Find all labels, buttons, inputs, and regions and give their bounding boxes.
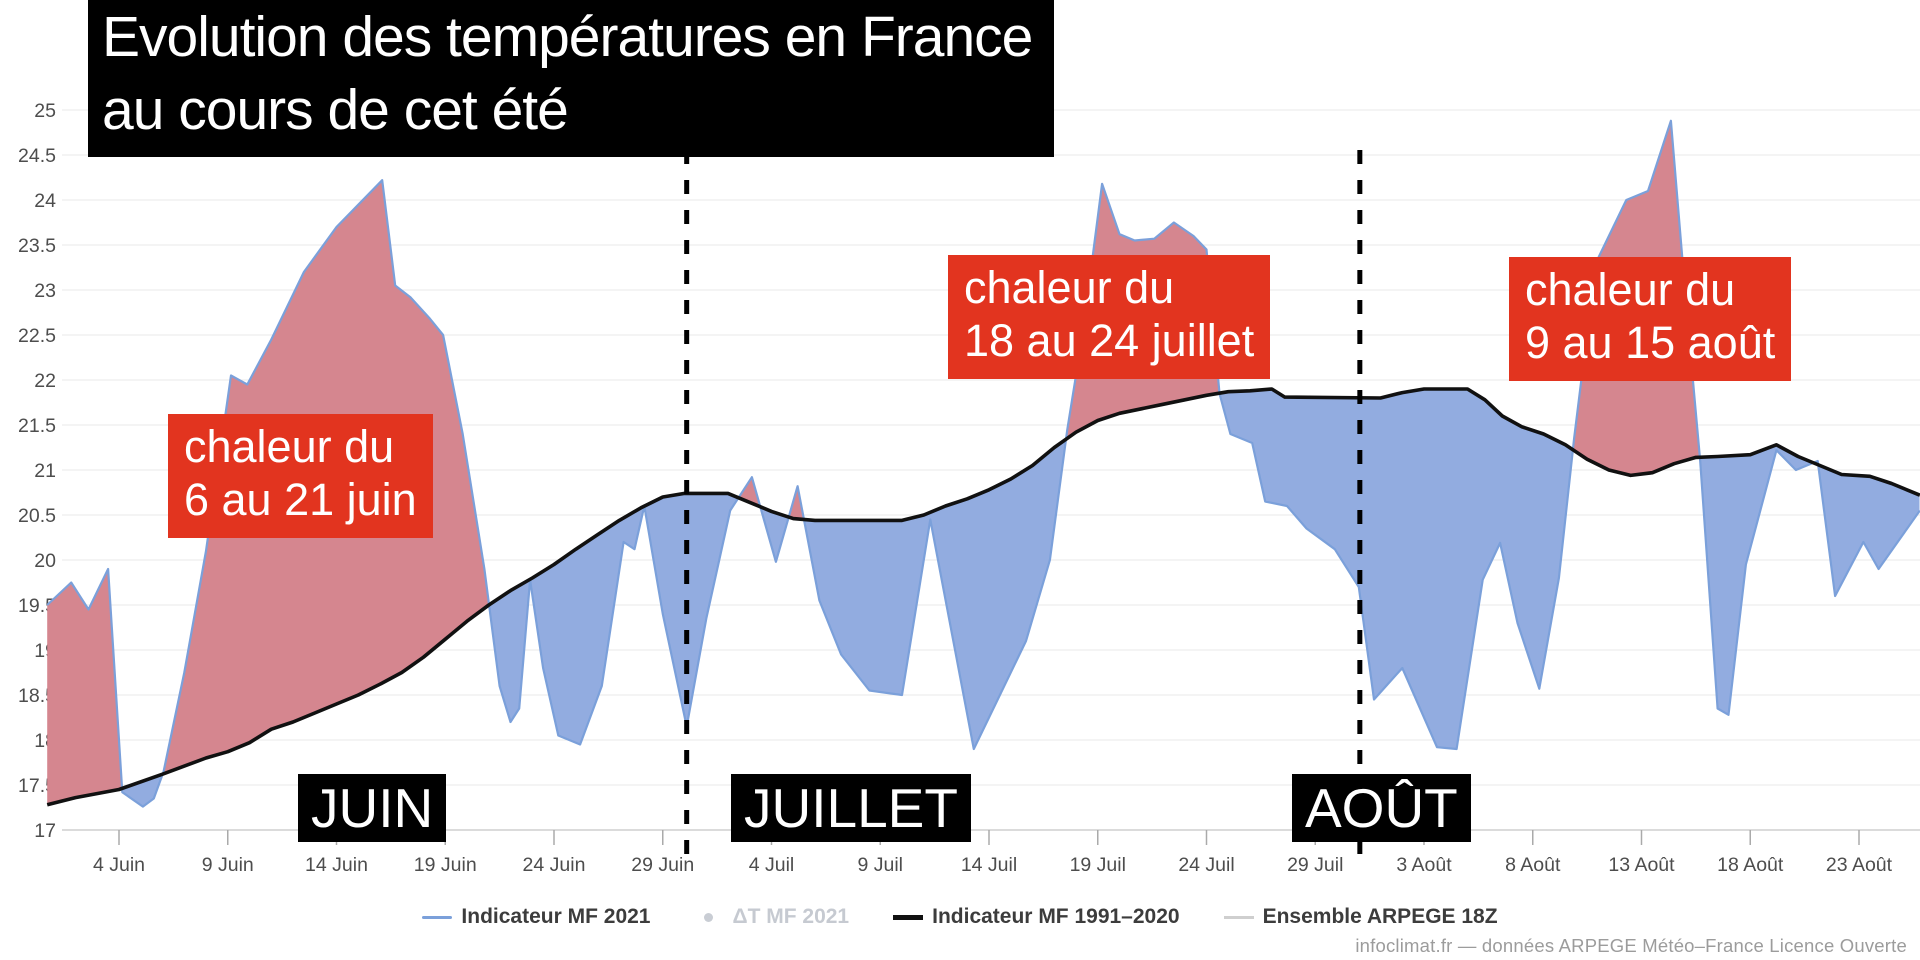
svg-text:25: 25 bbox=[34, 100, 56, 122]
svg-text:17: 17 bbox=[34, 820, 56, 842]
svg-text:23 Août: 23 Août bbox=[1826, 854, 1893, 876]
svg-text:14 Juin: 14 Juin bbox=[305, 854, 368, 876]
svg-text:3 Août: 3 Août bbox=[1396, 854, 1452, 876]
svg-text:18 Août: 18 Août bbox=[1717, 854, 1784, 876]
annotation-heat-august: chaleur du 9 au 15 août bbox=[1509, 257, 1792, 382]
svg-text:19 Juin: 19 Juin bbox=[414, 854, 477, 876]
svg-text:19.5: 19.5 bbox=[18, 595, 56, 617]
gray-line-icon bbox=[1223, 915, 1254, 919]
annotation-line: 9 au 15 août bbox=[1525, 316, 1776, 368]
svg-text:24 Juin: 24 Juin bbox=[523, 854, 586, 876]
svg-text:24 Juil: 24 Juil bbox=[1178, 854, 1234, 876]
annotation-line: 18 au 24 juillet bbox=[964, 314, 1255, 366]
legend-item-indicateur-mf-2021[interactable]: Indicateur MF 2021 bbox=[422, 905, 650, 929]
legend-label: Indicateur MF 2021 bbox=[461, 905, 651, 928]
legend-label: Indicateur MF 1991–2020 bbox=[932, 905, 1180, 928]
legend: Indicateur MF 2021 ΔT MF 2021 Indicateur… bbox=[0, 905, 1920, 929]
svg-text:22.5: 22.5 bbox=[18, 325, 56, 347]
svg-text:29 Juil: 29 Juil bbox=[1287, 854, 1343, 876]
svg-text:21.5: 21.5 bbox=[18, 415, 56, 437]
svg-text:9 Juil: 9 Juil bbox=[857, 854, 903, 876]
blue-line-icon bbox=[422, 915, 453, 919]
svg-text:23: 23 bbox=[34, 280, 56, 302]
svg-text:19 Juil: 19 Juil bbox=[1070, 854, 1126, 876]
svg-text:29 Juin: 29 Juin bbox=[631, 854, 694, 876]
annotation-heat-june: chaleur du 6 au 21 juin bbox=[168, 414, 433, 539]
month-label-aout: AOÛT bbox=[1292, 774, 1471, 842]
legend-item-ensemble-arpege-18z[interactable]: Ensemble ARPEGE 18Z bbox=[1223, 905, 1498, 929]
svg-text:20.5: 20.5 bbox=[18, 505, 56, 527]
svg-text:21: 21 bbox=[34, 460, 56, 482]
svg-text:14 Juil: 14 Juil bbox=[961, 854, 1017, 876]
source-credit: infoclimat.fr — données ARPEGE Météo–Fra… bbox=[1355, 935, 1907, 956]
svg-text:9 Juin: 9 Juin bbox=[202, 854, 254, 876]
svg-text:4 Juil: 4 Juil bbox=[749, 854, 795, 876]
svg-text:4 Juin: 4 Juin bbox=[93, 854, 145, 876]
svg-text:17.5: 17.5 bbox=[18, 775, 56, 797]
svg-text:24.5: 24.5 bbox=[18, 145, 56, 167]
month-label-juillet: JUILLET bbox=[731, 774, 971, 842]
annotation-line: chaleur du bbox=[1525, 264, 1736, 315]
black-line-icon bbox=[893, 914, 924, 920]
chart-title: Evolution des températures en France au … bbox=[88, 0, 1055, 157]
legend-label: ΔT MF 2021 bbox=[732, 905, 850, 928]
annotation-line: chaleur du bbox=[184, 421, 395, 472]
svg-text:8 Août: 8 Août bbox=[1505, 854, 1561, 876]
chart-title-line2: au cours de cet été bbox=[102, 77, 569, 142]
svg-text:20: 20 bbox=[34, 550, 56, 572]
annotation-line: chaleur du bbox=[964, 262, 1175, 313]
svg-text:22: 22 bbox=[34, 370, 56, 392]
month-label-juin: JUIN bbox=[298, 774, 447, 842]
legend-label: Ensemble ARPEGE 18Z bbox=[1262, 905, 1498, 928]
svg-text:18.5: 18.5 bbox=[18, 685, 56, 707]
chart-title-line1: Evolution des températures en France bbox=[102, 5, 1033, 69]
annotation-heat-july: chaleur du 18 au 24 juillet bbox=[948, 255, 1271, 380]
legend-item-delta-t-mf-2021[interactable]: ΔT MF 2021 bbox=[694, 905, 849, 929]
svg-text:24: 24 bbox=[34, 190, 56, 212]
gray-dot-icon bbox=[704, 912, 714, 922]
legend-item-indicateur-mf-1991-2020[interactable]: Indicateur MF 1991–2020 bbox=[893, 905, 1180, 929]
annotation-line: 6 au 21 juin bbox=[184, 473, 417, 525]
svg-text:13 Août: 13 Août bbox=[1608, 854, 1675, 876]
svg-text:23.5: 23.5 bbox=[18, 235, 56, 257]
